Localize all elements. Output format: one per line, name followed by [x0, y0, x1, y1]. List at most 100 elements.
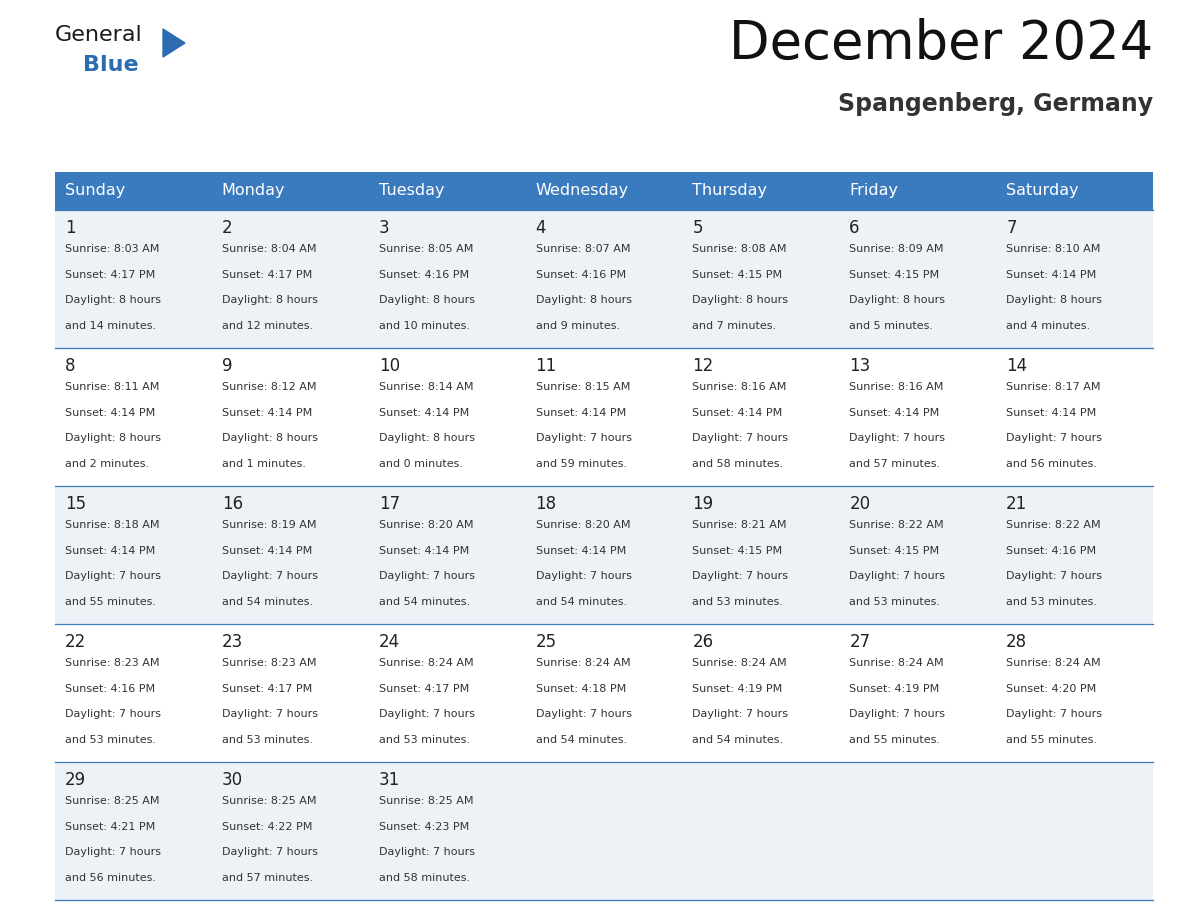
Text: Sunrise: 8:16 AM: Sunrise: 8:16 AM [849, 382, 943, 392]
Text: 15: 15 [65, 495, 86, 513]
Text: Sunrise: 8:24 AM: Sunrise: 8:24 AM [536, 658, 630, 668]
Text: 14: 14 [1006, 357, 1028, 375]
Text: Daylight: 8 hours: Daylight: 8 hours [849, 295, 946, 305]
Text: Daylight: 7 hours: Daylight: 7 hours [536, 709, 632, 719]
Text: Sunset: 4:17 PM: Sunset: 4:17 PM [222, 270, 312, 279]
Text: Sunrise: 8:20 AM: Sunrise: 8:20 AM [379, 520, 473, 530]
Text: 24: 24 [379, 633, 400, 651]
Text: Sunrise: 8:25 AM: Sunrise: 8:25 AM [65, 796, 159, 806]
Text: Daylight: 7 hours: Daylight: 7 hours [1006, 709, 1102, 719]
Text: Tuesday: Tuesday [379, 184, 444, 198]
Text: Sunset: 4:14 PM: Sunset: 4:14 PM [693, 408, 783, 418]
Text: Daylight: 8 hours: Daylight: 8 hours [222, 295, 318, 305]
Text: Sunrise: 8:07 AM: Sunrise: 8:07 AM [536, 244, 630, 254]
Text: Sunset: 4:21 PM: Sunset: 4:21 PM [65, 822, 156, 832]
Text: and 5 minutes.: and 5 minutes. [849, 320, 934, 330]
Polygon shape [163, 29, 185, 57]
Text: Sunset: 4:14 PM: Sunset: 4:14 PM [849, 408, 940, 418]
Text: Sunset: 4:15 PM: Sunset: 4:15 PM [849, 545, 940, 555]
Text: Sunset: 4:17 PM: Sunset: 4:17 PM [222, 684, 312, 693]
Text: Sunrise: 8:10 AM: Sunrise: 8:10 AM [1006, 244, 1100, 254]
Text: Sunset: 4:14 PM: Sunset: 4:14 PM [222, 545, 312, 555]
Text: Sunset: 4:15 PM: Sunset: 4:15 PM [849, 270, 940, 279]
Text: and 0 minutes.: and 0 minutes. [379, 459, 462, 468]
Text: 29: 29 [65, 771, 86, 789]
Text: and 12 minutes.: and 12 minutes. [222, 320, 312, 330]
Text: 25: 25 [536, 633, 557, 651]
Text: Daylight: 8 hours: Daylight: 8 hours [536, 295, 632, 305]
Text: Daylight: 7 hours: Daylight: 7 hours [222, 847, 318, 857]
Text: Sunrise: 8:22 AM: Sunrise: 8:22 AM [849, 520, 944, 530]
Text: Daylight: 8 hours: Daylight: 8 hours [65, 433, 162, 443]
Text: Sunrise: 8:23 AM: Sunrise: 8:23 AM [65, 658, 159, 668]
Text: and 58 minutes.: and 58 minutes. [379, 873, 469, 882]
Text: and 2 minutes.: and 2 minutes. [65, 459, 150, 468]
Text: Sunrise: 8:17 AM: Sunrise: 8:17 AM [1006, 382, 1100, 392]
Text: Sunset: 4:14 PM: Sunset: 4:14 PM [536, 545, 626, 555]
Text: Daylight: 7 hours: Daylight: 7 hours [693, 433, 789, 443]
Bar [55, 624, 1154, 762]
Text: and 54 minutes.: and 54 minutes. [536, 597, 627, 607]
Text: and 54 minutes.: and 54 minutes. [379, 597, 469, 607]
Text: Daylight: 8 hours: Daylight: 8 hours [222, 433, 318, 443]
Text: Daylight: 7 hours: Daylight: 7 hours [379, 847, 475, 857]
Text: Sunday: Sunday [65, 184, 125, 198]
Text: Sunrise: 8:03 AM: Sunrise: 8:03 AM [65, 244, 159, 254]
Text: and 57 minutes.: and 57 minutes. [849, 459, 941, 468]
Text: Sunset: 4:14 PM: Sunset: 4:14 PM [536, 408, 626, 418]
Text: Sunset: 4:20 PM: Sunset: 4:20 PM [1006, 684, 1097, 693]
Text: Sunset: 4:17 PM: Sunset: 4:17 PM [379, 684, 469, 693]
Text: 10: 10 [379, 357, 400, 375]
Text: Monday: Monday [222, 184, 285, 198]
Text: Daylight: 7 hours: Daylight: 7 hours [65, 847, 162, 857]
Text: Wednesday: Wednesday [536, 184, 628, 198]
Text: and 55 minutes.: and 55 minutes. [65, 597, 156, 607]
Bar [55, 348, 1154, 486]
Text: Sunset: 4:19 PM: Sunset: 4:19 PM [693, 684, 783, 693]
Text: and 53 minutes.: and 53 minutes. [222, 734, 312, 744]
Text: Sunrise: 8:08 AM: Sunrise: 8:08 AM [693, 244, 786, 254]
Text: Sunset: 4:16 PM: Sunset: 4:16 PM [65, 684, 156, 693]
Text: and 55 minutes.: and 55 minutes. [1006, 734, 1098, 744]
Text: Sunrise: 8:25 AM: Sunrise: 8:25 AM [379, 796, 473, 806]
Text: 27: 27 [849, 633, 871, 651]
Text: 3: 3 [379, 219, 390, 237]
Text: General: General [55, 25, 143, 45]
Text: 21: 21 [1006, 495, 1028, 513]
Text: Sunrise: 8:18 AM: Sunrise: 8:18 AM [65, 520, 159, 530]
Text: Blue: Blue [83, 55, 139, 75]
Text: 1: 1 [65, 219, 76, 237]
Text: Sunset: 4:14 PM: Sunset: 4:14 PM [65, 545, 156, 555]
Text: Daylight: 7 hours: Daylight: 7 hours [379, 709, 475, 719]
Text: Sunset: 4:19 PM: Sunset: 4:19 PM [849, 684, 940, 693]
Text: Sunrise: 8:24 AM: Sunrise: 8:24 AM [849, 658, 944, 668]
Text: and 9 minutes.: and 9 minutes. [536, 320, 620, 330]
Bar [55, 486, 1154, 624]
Text: Saturday: Saturday [1006, 184, 1079, 198]
Text: 18: 18 [536, 495, 557, 513]
Bar [55, 210, 1154, 348]
Text: Sunset: 4:14 PM: Sunset: 4:14 PM [222, 408, 312, 418]
Text: Daylight: 8 hours: Daylight: 8 hours [693, 295, 789, 305]
Text: Daylight: 8 hours: Daylight: 8 hours [379, 295, 475, 305]
Text: and 59 minutes.: and 59 minutes. [536, 459, 627, 468]
Text: Daylight: 8 hours: Daylight: 8 hours [1006, 295, 1102, 305]
Text: and 53 minutes.: and 53 minutes. [65, 734, 156, 744]
Text: and 10 minutes.: and 10 minutes. [379, 320, 469, 330]
Text: Sunrise: 8:11 AM: Sunrise: 8:11 AM [65, 382, 159, 392]
Text: Sunrise: 8:19 AM: Sunrise: 8:19 AM [222, 520, 316, 530]
Text: Sunrise: 8:20 AM: Sunrise: 8:20 AM [536, 520, 630, 530]
Text: Sunrise: 8:09 AM: Sunrise: 8:09 AM [849, 244, 943, 254]
Text: and 53 minutes.: and 53 minutes. [693, 597, 783, 607]
Text: and 55 minutes.: and 55 minutes. [849, 734, 940, 744]
Text: Sunrise: 8:21 AM: Sunrise: 8:21 AM [693, 520, 786, 530]
Text: Sunrise: 8:04 AM: Sunrise: 8:04 AM [222, 244, 316, 254]
Text: 26: 26 [693, 633, 714, 651]
Text: Sunrise: 8:16 AM: Sunrise: 8:16 AM [693, 382, 786, 392]
Text: Daylight: 7 hours: Daylight: 7 hours [65, 709, 162, 719]
Text: 8: 8 [65, 357, 76, 375]
Text: Sunset: 4:23 PM: Sunset: 4:23 PM [379, 822, 469, 832]
Text: Sunrise: 8:25 AM: Sunrise: 8:25 AM [222, 796, 316, 806]
Text: Sunrise: 8:12 AM: Sunrise: 8:12 AM [222, 382, 316, 392]
Text: 19: 19 [693, 495, 714, 513]
